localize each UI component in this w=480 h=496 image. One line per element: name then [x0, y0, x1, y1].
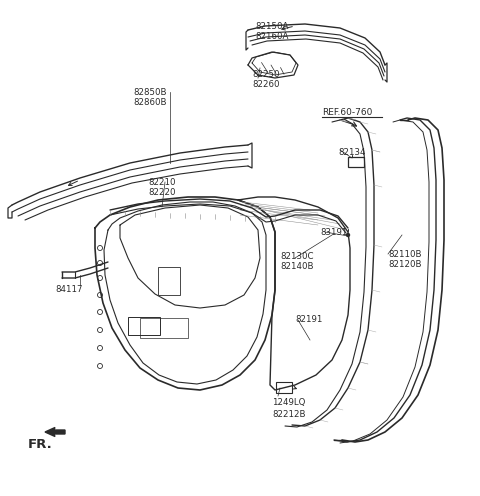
Text: FR.: FR. — [28, 438, 53, 451]
Text: 1249LQ: 1249LQ — [272, 398, 305, 407]
Text: 82140B: 82140B — [280, 262, 313, 271]
Text: 82250: 82250 — [252, 70, 279, 79]
Text: 82191: 82191 — [295, 315, 323, 324]
Bar — [348, 157, 364, 167]
Text: 82130C: 82130C — [280, 252, 313, 261]
Text: REF.60-760: REF.60-760 — [322, 108, 372, 117]
Text: 82850B: 82850B — [133, 88, 167, 97]
Text: 82210: 82210 — [148, 178, 176, 187]
Text: 82160A: 82160A — [255, 32, 288, 41]
Text: 83191: 83191 — [320, 228, 348, 237]
Text: 82220: 82220 — [148, 188, 176, 197]
Bar — [158, 267, 180, 295]
Text: 82860B: 82860B — [133, 98, 167, 107]
Text: 82260: 82260 — [252, 80, 279, 89]
Bar — [140, 318, 188, 338]
Text: 84117: 84117 — [55, 285, 83, 294]
FancyArrow shape — [45, 428, 65, 436]
Text: 82110B: 82110B — [388, 250, 421, 259]
Text: 82120B: 82120B — [388, 260, 421, 269]
Bar — [276, 382, 292, 393]
Bar — [128, 317, 160, 335]
Text: 82134: 82134 — [338, 148, 365, 157]
Text: 82150A: 82150A — [255, 22, 288, 31]
Circle shape — [347, 234, 349, 237]
Text: 82212B: 82212B — [272, 410, 305, 419]
